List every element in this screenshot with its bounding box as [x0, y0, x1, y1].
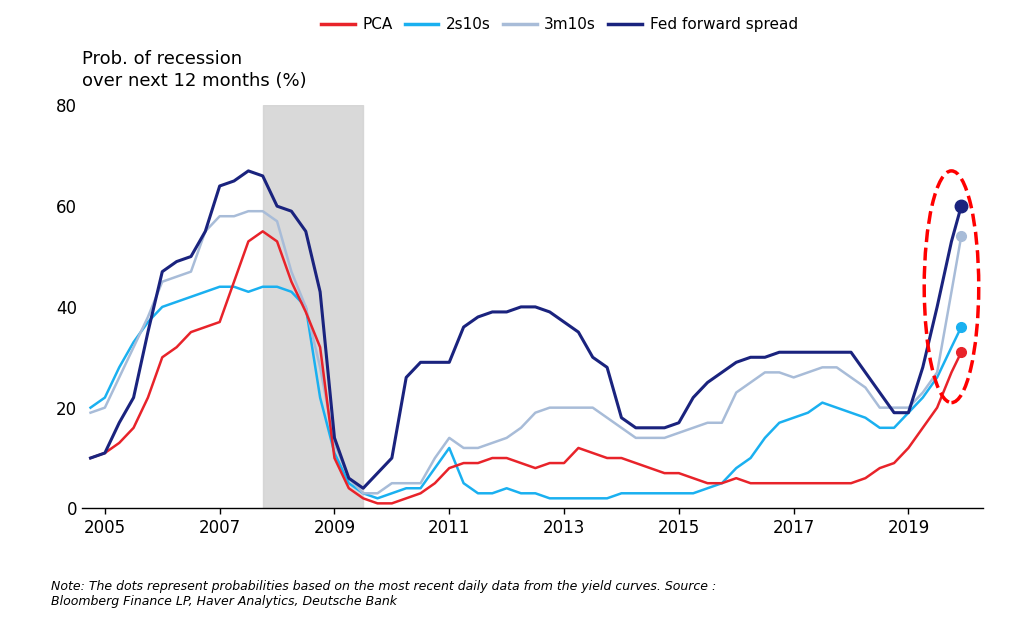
Text: Prob. of recession
over next 12 months (%): Prob. of recession over next 12 months (… — [82, 50, 306, 90]
Legend: PCA, 2s10s, 3m10s, Fed forward spread: PCA, 2s10s, 3m10s, Fed forward spread — [314, 11, 804, 38]
Bar — [263, 105, 364, 508]
Text: Note: The dots represent probabilities based on the most recent daily data from : Note: The dots represent probabilities b… — [51, 580, 717, 608]
